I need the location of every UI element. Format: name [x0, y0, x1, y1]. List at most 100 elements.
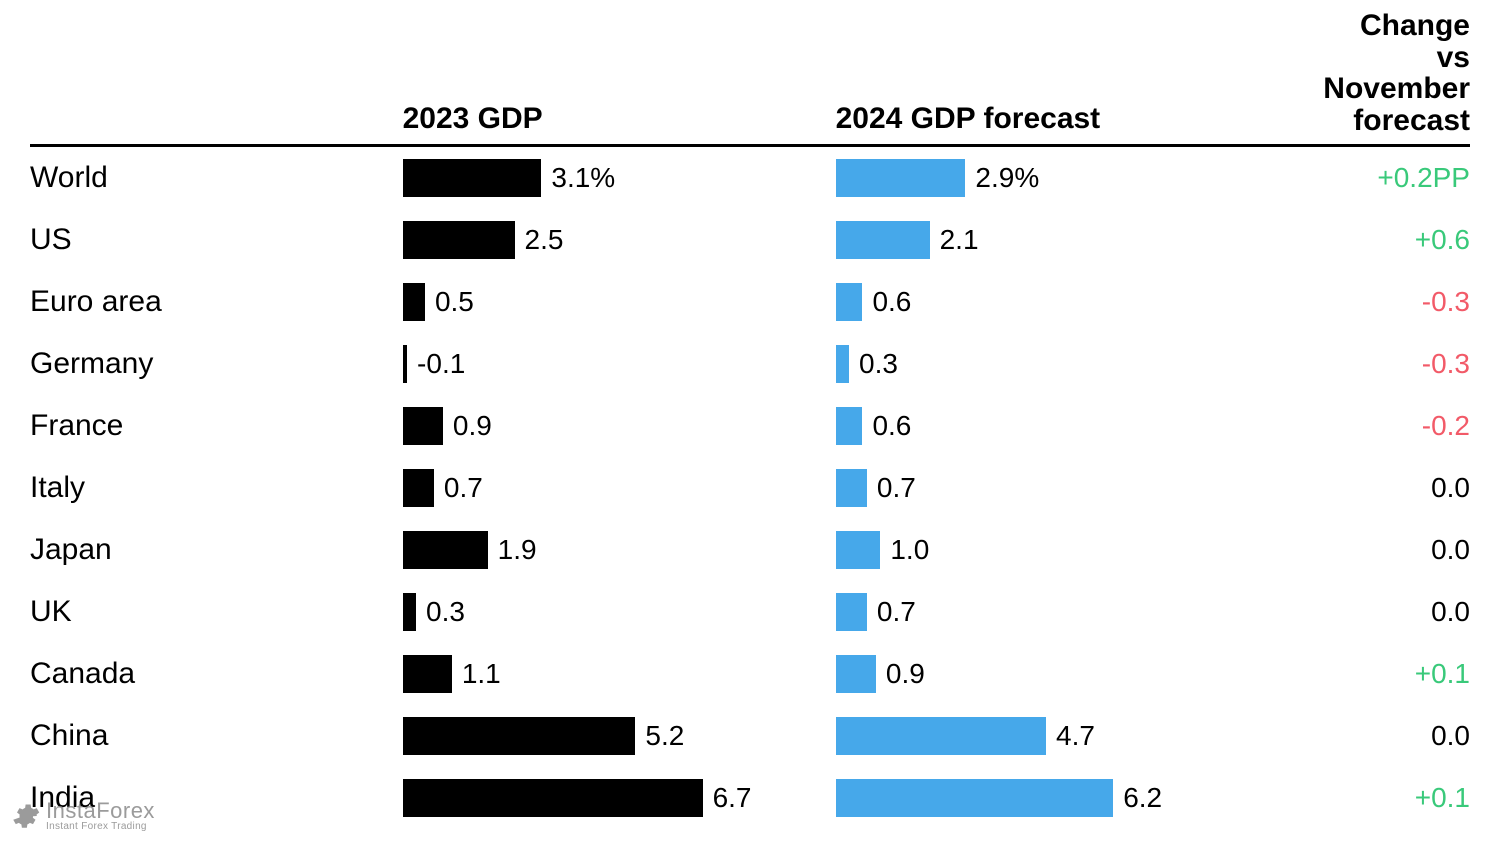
bar-2024: [836, 159, 966, 197]
table-row: France 0.9 0.6 -0.2: [30, 395, 1470, 457]
bar-2024-label: 0.3: [859, 348, 898, 380]
table-row: Canada 1.1 0.9 +0.1: [30, 643, 1470, 705]
table-row: India6.76.2+0.1: [30, 767, 1470, 829]
bar-2023: [403, 407, 443, 445]
watermark: InstaForex Instant Forex Trading: [10, 800, 155, 832]
bar-2023: [403, 717, 636, 755]
bar-2024-label: 2.1: [940, 224, 979, 256]
table-row: UK 0.3 0.7 0.0: [30, 581, 1470, 643]
change-value: +0.1: [1269, 782, 1470, 814]
bar-2023-wrap: 0.7: [403, 467, 836, 509]
bar-2024: [836, 469, 867, 507]
bar-2023-label: 0.5: [435, 286, 474, 318]
country-name: China: [30, 719, 403, 753]
bar-2023-wrap: 5.2: [403, 715, 836, 757]
bar-2023-wrap: 0.9: [403, 405, 836, 447]
bar-2024-wrap: 2.1: [836, 219, 1269, 261]
change-value: -0.3: [1269, 286, 1470, 318]
bar-2024-wrap: 4.7: [836, 715, 1269, 757]
col-header-2023: 2023 GDP: [403, 102, 836, 136]
country-name: Japan: [30, 533, 403, 567]
table-row: World 3.1% 2.9% +0.2PP: [30, 146, 1470, 210]
table-row: US 2.5 2.1 +0.6: [30, 209, 1470, 271]
table-row: Italy0.70.70.0: [30, 457, 1470, 519]
bar-2023-wrap: 2.5: [403, 219, 836, 261]
bar-2023-label: 0.9: [453, 410, 492, 442]
bar-2023: [403, 283, 425, 321]
bar-2023: [403, 655, 452, 693]
country-name: Italy: [30, 471, 403, 505]
bar-2023-label: 3.1%: [551, 162, 615, 194]
bar-2024: [836, 345, 849, 383]
col-header-change: ChangevsNovemberforecast: [1269, 10, 1470, 136]
bar-2023: [403, 221, 515, 259]
bar-2024: [836, 655, 876, 693]
bar-2023: [403, 345, 407, 383]
bar-2024-wrap: 6.2: [836, 777, 1269, 819]
bar-2024-label: 2.9%: [975, 162, 1039, 194]
gdp-table: 2023 GDP 2024 GDP forecast ChangevsNovem…: [30, 10, 1470, 829]
country-name: Germany: [30, 347, 403, 381]
change-value: -0.3: [1269, 348, 1470, 380]
bar-2023-label: 6.7: [713, 782, 752, 814]
bar-2023: [403, 593, 416, 631]
bar-2023-wrap: 0.3: [403, 591, 836, 633]
bar-2023-wrap: -0.1: [403, 343, 836, 385]
bar-2024-label: 0.7: [877, 596, 916, 628]
gear-icon: [10, 801, 40, 831]
change-value: +0.2PP: [1269, 162, 1470, 194]
bar-2024: [836, 531, 881, 569]
bar-2023-wrap: 1.1: [403, 653, 836, 695]
bar-2023: [403, 469, 434, 507]
table-row: Japan 1.9 1.0 0.0: [30, 519, 1470, 581]
bar-2023-label: 0.7: [444, 472, 483, 504]
table-row: China 5.2 4.7 0.0: [30, 705, 1470, 767]
bar-2024-wrap: 2.9%: [836, 157, 1269, 199]
bar-2024-label: 4.7: [1056, 720, 1095, 752]
bar-2024: [836, 717, 1046, 755]
bar-2024-label: 6.2: [1123, 782, 1162, 814]
change-value: 0.0: [1269, 720, 1470, 752]
change-value: 0.0: [1269, 534, 1470, 566]
bar-2024: [836, 283, 863, 321]
bar-2024-wrap: 0.9: [836, 653, 1269, 695]
country-name: US: [30, 223, 403, 257]
bar-2024-label: 0.6: [872, 410, 911, 442]
country-name: Canada: [30, 657, 403, 691]
bar-2023-label: 1.9: [498, 534, 537, 566]
bar-2023-label: 5.2: [645, 720, 684, 752]
change-value: 0.0: [1269, 472, 1470, 504]
bar-2023-label: -0.1: [417, 348, 465, 380]
change-value: -0.2: [1269, 410, 1470, 442]
bar-2023-label: 1.1: [462, 658, 501, 690]
bar-2024-wrap: 1.0: [836, 529, 1269, 571]
bar-2024-label: 1.0: [890, 534, 929, 566]
bar-2023: [403, 159, 542, 197]
change-value: +0.6: [1269, 224, 1470, 256]
country-name: Euro area: [30, 285, 403, 319]
change-value: +0.1: [1269, 658, 1470, 690]
table-row: Euro area 0.5 0.6-0.3: [30, 271, 1470, 333]
bar-2023-label: 2.5: [525, 224, 564, 256]
country-name: UK: [30, 595, 403, 629]
bar-2024-label: 0.9: [886, 658, 925, 690]
bar-2024-wrap: 0.6: [836, 281, 1269, 323]
watermark-main: InstaForex: [46, 800, 155, 822]
bar-2024-wrap: 0.3: [836, 343, 1269, 385]
table-row: Germany -0.1 0.3 -0.3: [30, 333, 1470, 395]
col-header-2024: 2024 GDP forecast: [836, 102, 1269, 136]
table-header-row: 2023 GDP 2024 GDP forecast ChangevsNovem…: [30, 10, 1470, 146]
bar-2024: [836, 221, 930, 259]
country-name: World: [30, 161, 403, 195]
bar-2023-wrap: 3.1%: [403, 157, 836, 199]
country-name: France: [30, 409, 403, 443]
bar-2023-label: 0.3: [426, 596, 465, 628]
watermark-sub: Instant Forex Trading: [46, 822, 155, 832]
bar-2024-wrap: 0.7: [836, 591, 1269, 633]
change-value: 0.0: [1269, 596, 1470, 628]
bar-2024-wrap: 0.7: [836, 467, 1269, 509]
bar-2024: [836, 593, 867, 631]
bar-2024: [836, 779, 1114, 817]
bar-2023-wrap: 6.7: [403, 777, 836, 819]
bar-2023: [403, 779, 703, 817]
